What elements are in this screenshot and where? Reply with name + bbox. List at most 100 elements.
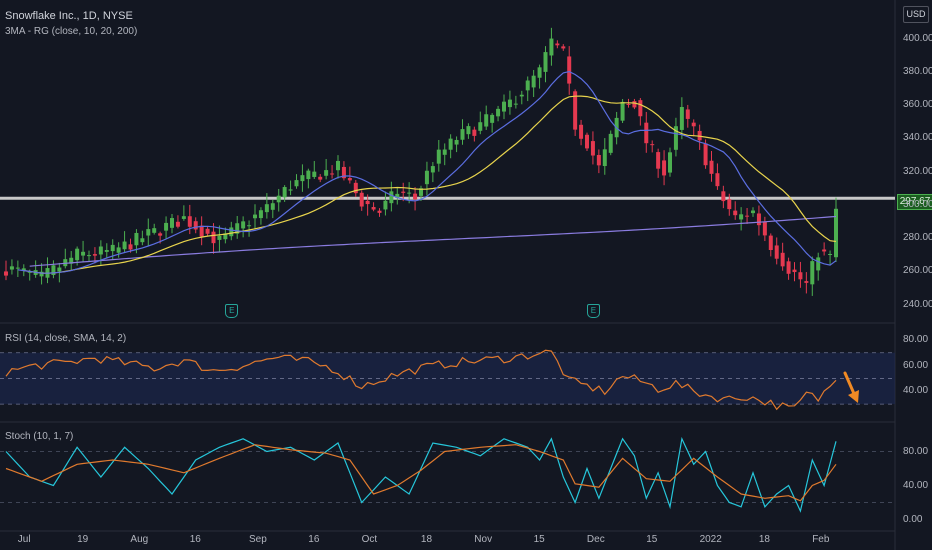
candle-body [430, 166, 435, 173]
candle-body [116, 247, 121, 253]
time-tick-label: 16 [189, 534, 201, 545]
candle-body [822, 249, 827, 252]
candle-body [15, 267, 20, 269]
candle-body [561, 46, 566, 49]
candle-body [128, 244, 133, 250]
candle-body [484, 114, 489, 127]
earnings-icon[interactable]: E [586, 304, 600, 318]
rsi-tick-label: 60.00 [903, 359, 929, 371]
candle-body [745, 215, 750, 217]
candle-body [573, 91, 578, 130]
time-tick-label: 18 [420, 534, 433, 545]
candle-body [110, 244, 115, 252]
candle-body [27, 271, 32, 273]
candle-body [780, 252, 785, 267]
candle-body [104, 250, 109, 252]
ma-indicator-label[interactable]: 3MA - RG (close, 10, 20, 200) [5, 26, 138, 37]
candle-body [596, 154, 601, 166]
candle-body [733, 210, 738, 216]
ma200-line [29, 215, 837, 267]
rsi-tick-label: 40.00 [903, 385, 929, 397]
candle-body [608, 133, 613, 153]
stoch-d-line [5, 444, 837, 502]
candle-body [709, 160, 714, 174]
time-tick-label: Sep [249, 534, 267, 545]
candle-body [555, 43, 560, 46]
price-tick-label: 400.00 [903, 32, 932, 44]
price-tick-label: 240.00 [903, 298, 932, 310]
candle-body [318, 176, 323, 180]
candle-body [92, 254, 97, 256]
stoch-k-line [5, 436, 837, 513]
candle-body [324, 170, 329, 176]
ma20-line [23, 95, 837, 274]
candle-body [140, 238, 145, 243]
candle-body [63, 259, 68, 267]
candle-body [685, 109, 690, 119]
candle-body [804, 281, 809, 283]
candle-body [134, 232, 139, 246]
candle-body [466, 126, 471, 135]
candle-body [756, 213, 761, 226]
price-tick-label: 320.00 [903, 165, 932, 177]
candle-body [9, 266, 14, 270]
price-tick-label: 360.00 [903, 99, 932, 111]
candle-body [792, 269, 797, 273]
candle-body [247, 225, 252, 227]
candle-body [336, 160, 340, 171]
candle-body [81, 251, 86, 256]
stoch-indicator-label[interactable]: Stoch (10, 1, 7) [5, 431, 74, 442]
candle-body [419, 188, 423, 196]
time-tick-label: Aug [130, 534, 149, 545]
candle-body [187, 216, 192, 227]
candle-body [543, 52, 548, 72]
candle-body [181, 216, 186, 219]
candle-body [828, 253, 833, 255]
candle-body [75, 248, 80, 261]
currency-badge[interactable]: USD [903, 6, 929, 23]
candles [4, 27, 838, 296]
candle-body [478, 122, 483, 131]
candle-body [371, 207, 376, 210]
candle-body [602, 149, 607, 167]
candle-body [199, 225, 204, 237]
candle-body [235, 223, 240, 234]
candle-body [353, 182, 358, 194]
candle-body [786, 261, 791, 274]
candle-body [513, 103, 518, 105]
time-tick-label: 2022 [699, 534, 722, 545]
candle-body [211, 231, 216, 244]
earnings-icon[interactable]: E [225, 304, 239, 318]
candle-body [810, 261, 815, 285]
candle-body [632, 101, 637, 108]
candle-body [276, 195, 281, 203]
candle-body [739, 214, 744, 220]
candle-body [656, 152, 661, 169]
candle-body [650, 144, 655, 146]
candle-body [87, 255, 91, 257]
candle-body [122, 241, 127, 250]
candle-body [51, 265, 56, 276]
symbol-title: Snowflake Inc., 1D, NYSE [5, 10, 133, 22]
candle-body [442, 149, 447, 155]
candle-body [253, 214, 257, 219]
candle-body [330, 173, 335, 175]
candle-body [816, 257, 821, 271]
price-tick-label: 340.00 [903, 132, 932, 144]
time-tick-label: 15 [646, 534, 658, 545]
candle-body [768, 235, 773, 250]
rsi-indicator-label[interactable]: RSI (14, close, SMA, 14, 2) [5, 333, 127, 344]
candle-body [448, 138, 453, 150]
stoch-tick-label: 80.00 [903, 445, 929, 457]
time-tick-label: Feb [812, 534, 830, 545]
candle-body [359, 192, 364, 207]
candle-body [590, 141, 595, 156]
candle-body [270, 203, 275, 210]
current-price-label: 297.67 [897, 194, 932, 210]
candle-body [679, 107, 684, 130]
candle-body [668, 152, 672, 173]
stoch-tick-label: 40.00 [903, 479, 929, 491]
candle-body [258, 210, 263, 219]
candle-body [472, 129, 477, 136]
